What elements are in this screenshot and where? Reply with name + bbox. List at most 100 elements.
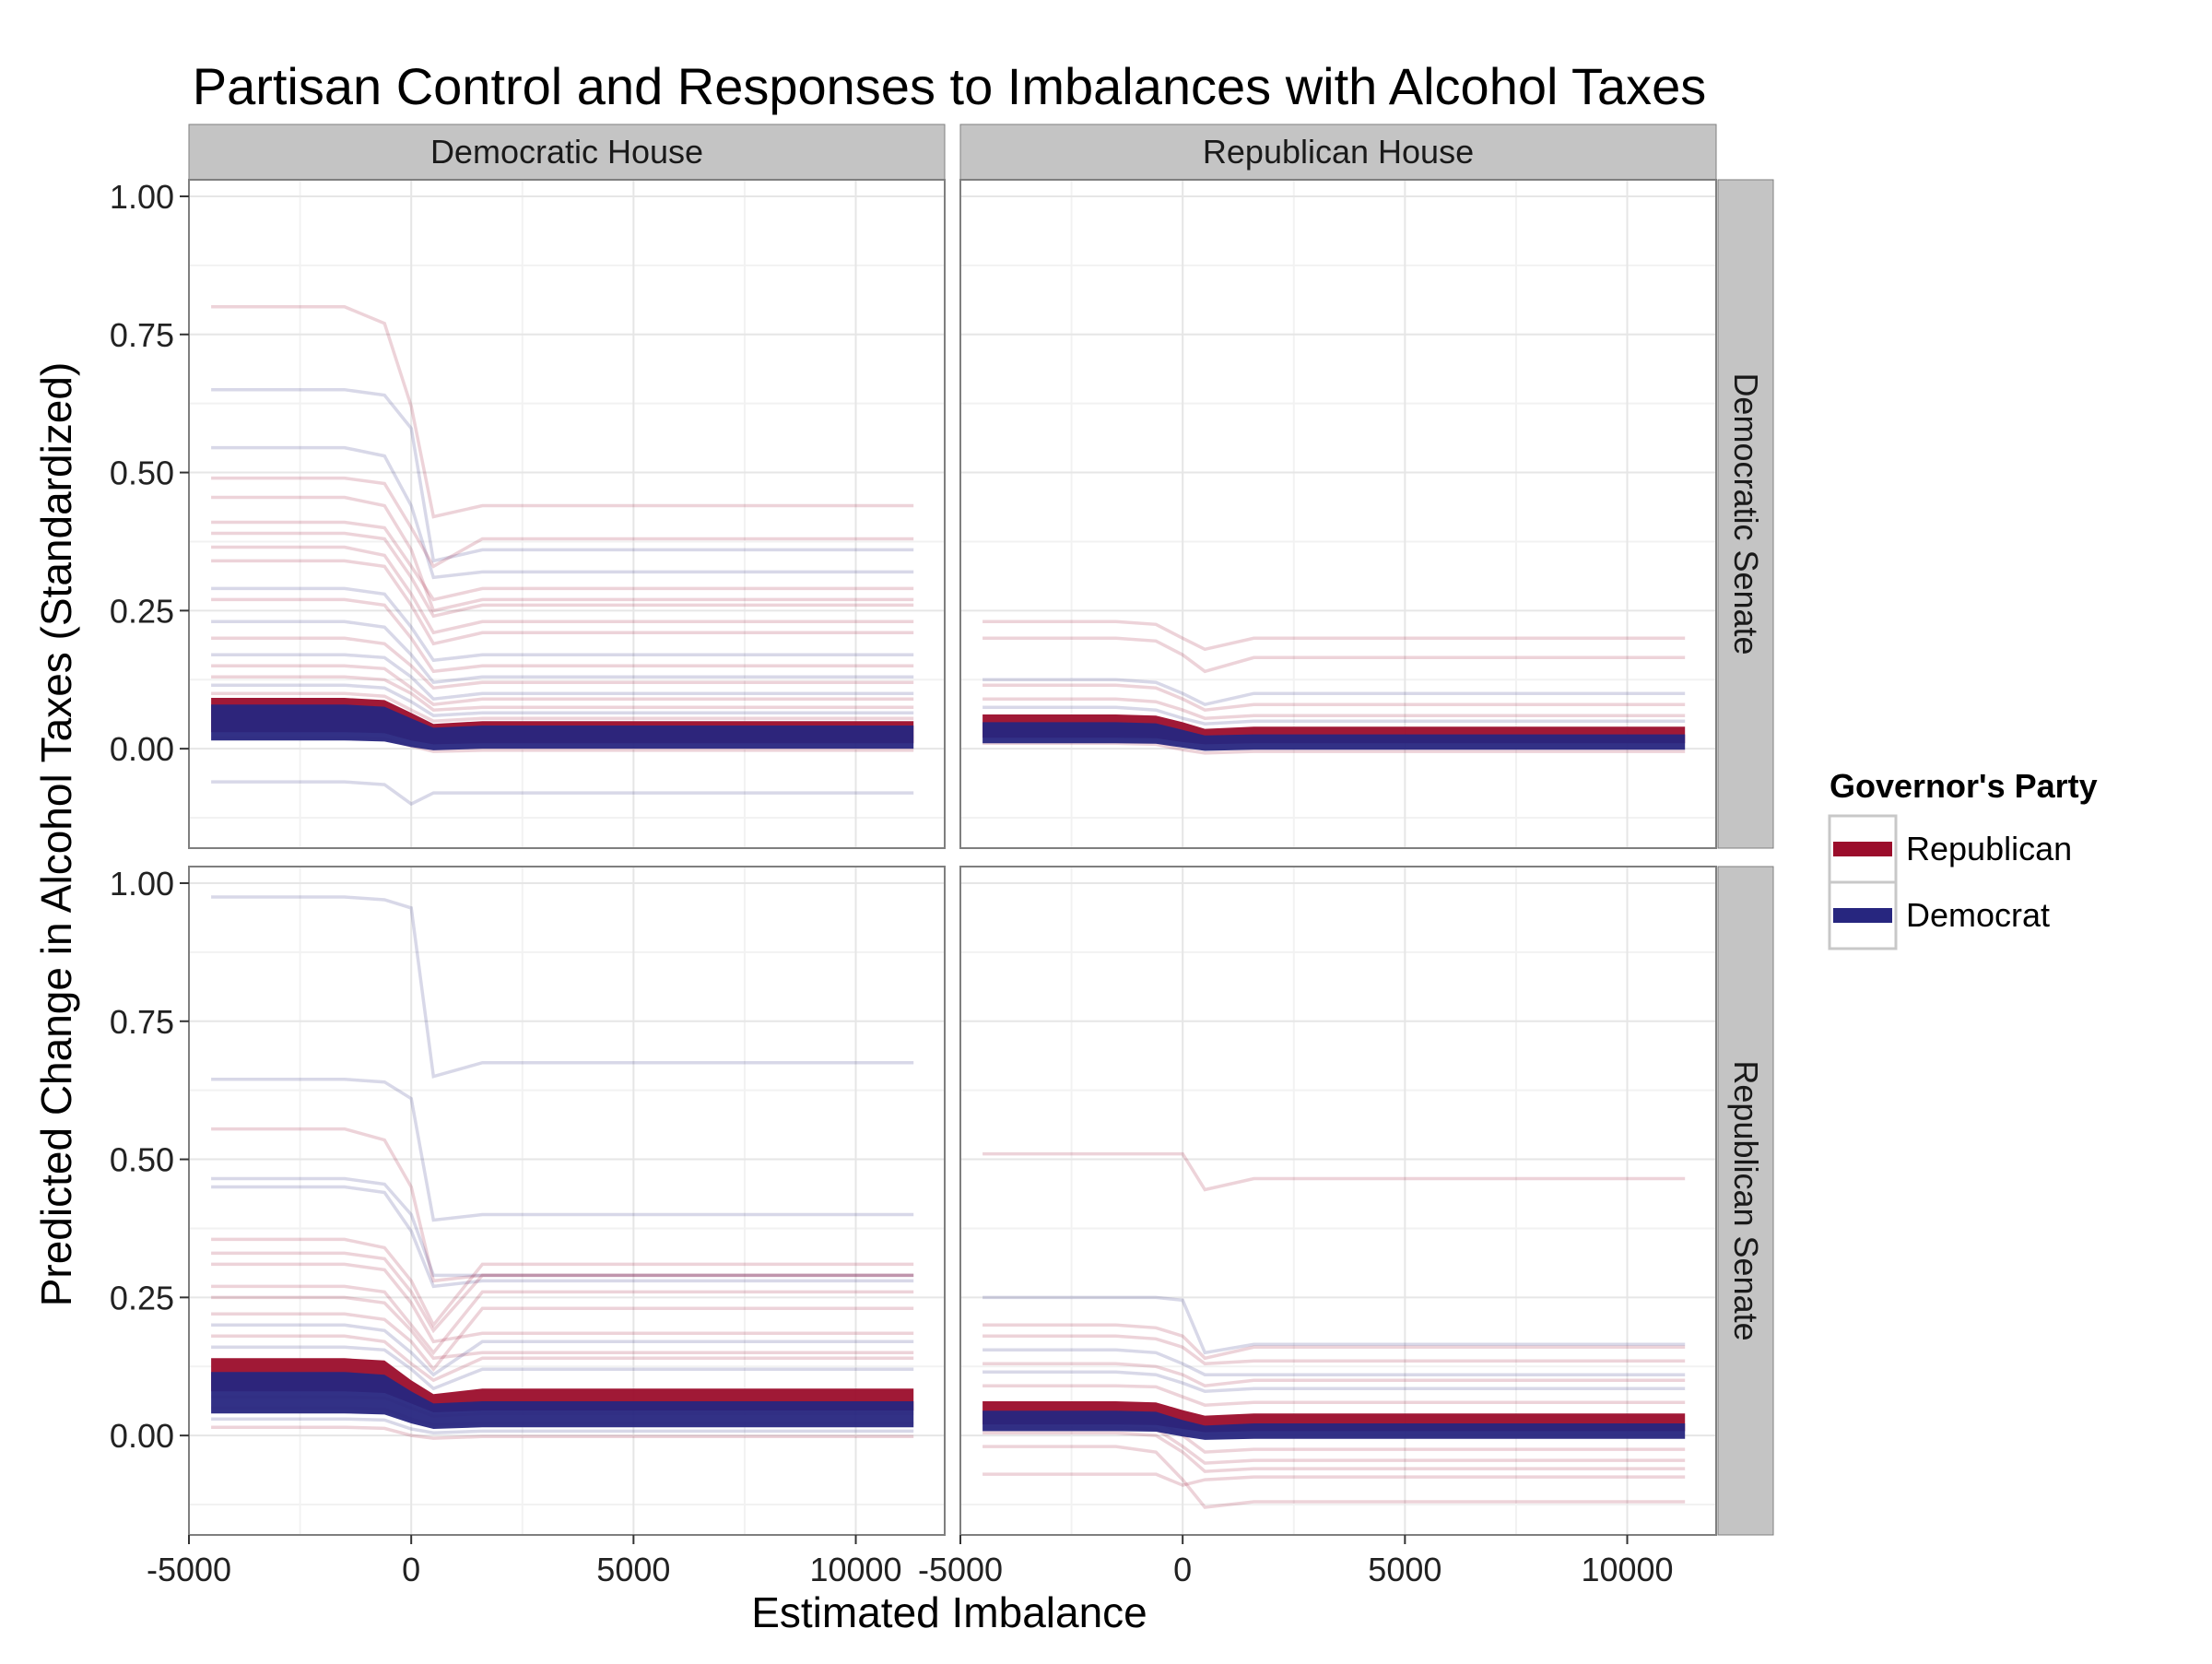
panel-0: 0.00 0.25 0.50 0.75 1.00 <box>110 178 946 849</box>
simulation-line <box>982 1323 1686 1361</box>
main-band-democrat <box>982 722 1686 751</box>
simulation-line <box>982 1445 1686 1509</box>
x-tick-label: 5000 <box>1368 1551 1441 1588</box>
simulation-line <box>211 387 914 563</box>
simulation-line <box>211 1417 914 1434</box>
x-tick-label: -5000 <box>147 1551 231 1588</box>
simulation-line <box>211 597 914 674</box>
facet-strip-row-0 <box>1717 179 1774 849</box>
simulation-line <box>211 636 914 690</box>
x-tick-label: 10000 <box>809 1551 901 1588</box>
y-tick-label: 0.00 <box>110 730 174 768</box>
y-tick-label: 0.00 <box>110 1417 174 1455</box>
simulation-line <box>211 559 914 646</box>
main-band-democrat <box>211 704 914 750</box>
x-tick-label: 5000 <box>596 1551 670 1588</box>
panel-1 <box>959 179 1717 849</box>
simulation-line <box>211 1237 914 1328</box>
simulation-line <box>211 620 914 685</box>
simulation-line <box>211 1077 914 1222</box>
simulation-line <box>211 895 914 1079</box>
facet-row-label: Republican Senate <box>1727 1060 1765 1340</box>
simulation-line <box>211 675 914 712</box>
facet-col-label: Democratic House <box>430 133 703 171</box>
simulation-line <box>982 1362 1686 1387</box>
panel-border <box>959 866 1717 1536</box>
simulation-line <box>211 780 914 807</box>
simulation-line <box>211 1185 914 1289</box>
simulation-line <box>211 495 914 613</box>
simulation-line <box>982 620 1686 652</box>
legend-key-republican <box>1833 842 1892 856</box>
panel-border <box>188 866 946 1536</box>
simulation-line <box>982 1472 1686 1487</box>
simulation-line <box>982 1384 1686 1407</box>
simulation-line <box>211 1251 914 1334</box>
simulation-line <box>982 678 1686 707</box>
simulation-line <box>211 531 914 619</box>
simulation-line <box>211 1176 914 1278</box>
y-tick-label: 0.50 <box>110 1141 174 1179</box>
simulation-line <box>211 1262 914 1344</box>
legend-title: Governor's Party <box>1830 767 2098 805</box>
simulation-line <box>211 1284 914 1356</box>
simulation-line <box>211 1323 914 1377</box>
main-band-republican <box>211 1358 914 1412</box>
simulation-line <box>211 1345 914 1391</box>
x-tick-label: -5000 <box>918 1551 1003 1588</box>
y-tick-label: 0.75 <box>110 316 174 354</box>
simulation-line <box>211 545 914 635</box>
panel-border <box>188 179 946 849</box>
x-tick-label: 0 <box>402 1551 420 1588</box>
y-tick-label: 1.00 <box>110 178 174 216</box>
x-tick-label: 10000 <box>1581 1551 1673 1588</box>
facet-strip-row-1 <box>1717 866 1774 1536</box>
simulation-line <box>982 683 1686 712</box>
main-band-democrat <box>982 1410 1686 1440</box>
simulation-line <box>982 705 1686 726</box>
legend-label: Republican <box>1906 830 2072 867</box>
simulation-line <box>211 653 914 702</box>
facet-strip-col-0 <box>188 124 946 181</box>
y-tick-label: 0.75 <box>110 1003 174 1041</box>
panel-2: 0.00 0.25 0.50 0.75 1.00 -5000 0 5000 10000 <box>110 865 946 1588</box>
simulation-line <box>982 1370 1686 1393</box>
simulation-line <box>211 476 914 569</box>
panel-border <box>959 179 1717 849</box>
simulation-line <box>211 1334 914 1383</box>
main-band-democrat <box>211 1372 914 1429</box>
panel-3: -5000 0 5000 10000 <box>918 866 1717 1588</box>
x-tick-label: 0 <box>1173 1551 1192 1588</box>
simulation-line <box>211 520 914 602</box>
facet-col-label: Republican House <box>1203 133 1474 171</box>
simulation-line <box>982 1431 1686 1473</box>
y-tick-label: 1.00 <box>110 865 174 903</box>
simulation-line <box>211 1425 914 1440</box>
simulation-line <box>982 1334 1686 1366</box>
facet-strip-col-1 <box>959 124 1717 181</box>
simulation-line <box>211 664 914 707</box>
simulation-line <box>211 1295 914 1361</box>
simulation-line <box>982 1151 1686 1192</box>
legend: Governor's Party Republican Democrat <box>1828 767 2098 950</box>
y-axis-label: Predicted Change in Alcohol Taxes (Stand… <box>32 362 80 1307</box>
legend-key-democrat <box>1833 908 1892 923</box>
x-axis-label: Estimated Imbalance <box>751 1588 1147 1636</box>
simulation-line <box>211 445 914 580</box>
legend-label: Democrat <box>1906 896 2050 934</box>
simulation-line <box>211 305 914 519</box>
chart-title: Partisan Control and Responses to Imbala… <box>193 57 1707 115</box>
simulation-line <box>211 1306 914 1372</box>
facet-panels: Democratic House Republican House Democrat… <box>110 124 1774 1588</box>
simulation-line <box>211 691 914 723</box>
simulation-line <box>982 636 1686 674</box>
facet-row-label: Democratic Senate <box>1727 372 1765 655</box>
simulation-line <box>211 683 914 717</box>
simulation-line <box>211 586 914 663</box>
simulation-line <box>982 1348 1686 1376</box>
y-tick-label: 0.25 <box>110 1279 174 1316</box>
simulation-line <box>211 1127 914 1283</box>
simulation-line <box>982 697 1686 720</box>
